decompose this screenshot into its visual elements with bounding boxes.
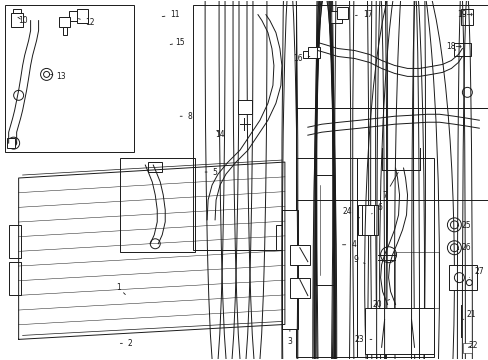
Bar <box>364 307 433 354</box>
Bar <box>148 162 162 172</box>
Bar <box>275 225 293 250</box>
Bar <box>394 252 439 307</box>
Bar <box>281 210 297 329</box>
Text: 26: 26 <box>456 243 470 252</box>
Text: 16: 16 <box>292 54 309 63</box>
Text: 3: 3 <box>287 330 292 346</box>
Text: 22: 22 <box>468 341 477 350</box>
Bar <box>11 13 22 27</box>
Bar <box>329 11 341 23</box>
Bar <box>9 262 20 294</box>
Text: 9: 9 <box>352 255 365 264</box>
Text: 19→: 19→ <box>456 10 472 19</box>
Text: 7: 7 <box>382 172 397 201</box>
Bar <box>295 158 356 357</box>
Bar <box>357 205 377 235</box>
Bar <box>193 5 295 250</box>
Bar <box>289 245 309 265</box>
Text: 23: 23 <box>354 335 371 344</box>
Text: 21: 21 <box>463 310 475 319</box>
Text: 4: 4 <box>342 240 355 249</box>
Text: 25: 25 <box>456 221 470 230</box>
Bar <box>356 158 433 357</box>
Text: 10: 10 <box>18 16 27 25</box>
Text: 17: 17 <box>355 10 372 19</box>
Bar <box>238 100 251 114</box>
Text: 1: 1 <box>116 283 125 294</box>
Text: 13: 13 <box>50 72 65 81</box>
Text: 20: 20 <box>372 300 389 309</box>
Bar <box>120 158 195 252</box>
Bar <box>307 46 319 58</box>
Text: 6: 6 <box>371 203 381 214</box>
Bar <box>453 42 470 57</box>
Bar <box>295 108 488 200</box>
Text: 15: 15 <box>170 38 184 47</box>
Text: 18→: 18→ <box>446 42 461 51</box>
Text: 11: 11 <box>162 10 180 19</box>
Bar <box>68 11 81 21</box>
Bar <box>77 9 88 23</box>
Bar <box>448 265 476 289</box>
Bar <box>315 175 333 285</box>
Bar <box>7 138 15 148</box>
Bar <box>13 9 20 13</box>
Bar <box>9 225 20 258</box>
Bar <box>463 343 471 353</box>
Text: 8: 8 <box>180 112 192 121</box>
Text: 24: 24 <box>342 207 359 218</box>
Bar <box>59 17 70 27</box>
Bar <box>289 278 309 298</box>
Bar <box>5 5 134 152</box>
Text: 2: 2 <box>120 339 132 348</box>
Bar <box>302 50 307 58</box>
Text: 5: 5 <box>204 167 217 176</box>
Bar <box>461 9 472 24</box>
Text: 27: 27 <box>468 267 483 278</box>
Text: 14: 14 <box>215 130 224 139</box>
Bar <box>336 7 347 19</box>
Bar <box>62 27 66 35</box>
Text: 12: 12 <box>78 18 95 27</box>
Bar <box>295 5 488 108</box>
